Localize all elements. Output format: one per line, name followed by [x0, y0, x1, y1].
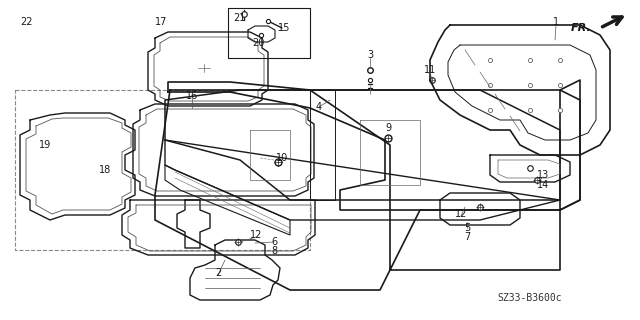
Text: 20: 20 — [252, 38, 264, 48]
Text: 3: 3 — [367, 50, 373, 60]
Text: 4: 4 — [316, 102, 322, 112]
Text: 14: 14 — [537, 180, 549, 190]
Text: 12: 12 — [250, 230, 262, 240]
Text: 21: 21 — [233, 13, 245, 23]
Text: 15: 15 — [278, 23, 290, 33]
Text: 17: 17 — [155, 17, 167, 27]
Text: 1: 1 — [553, 17, 559, 27]
Text: 8: 8 — [271, 246, 277, 256]
Text: 19: 19 — [39, 140, 51, 150]
Text: 6: 6 — [271, 237, 277, 247]
Text: 5: 5 — [464, 223, 470, 233]
Text: 2: 2 — [215, 268, 221, 278]
Text: FR.: FR. — [572, 23, 592, 33]
Text: 9: 9 — [385, 123, 391, 133]
Text: 7: 7 — [464, 232, 470, 242]
Text: 11: 11 — [424, 65, 436, 75]
Text: 12: 12 — [455, 209, 467, 219]
Text: 16: 16 — [186, 91, 198, 101]
Text: 18: 18 — [99, 165, 111, 175]
Text: SZ33-B3600c: SZ33-B3600c — [498, 293, 563, 303]
Text: 22: 22 — [20, 17, 32, 27]
Text: 10: 10 — [276, 153, 288, 163]
Text: 13: 13 — [537, 170, 549, 180]
